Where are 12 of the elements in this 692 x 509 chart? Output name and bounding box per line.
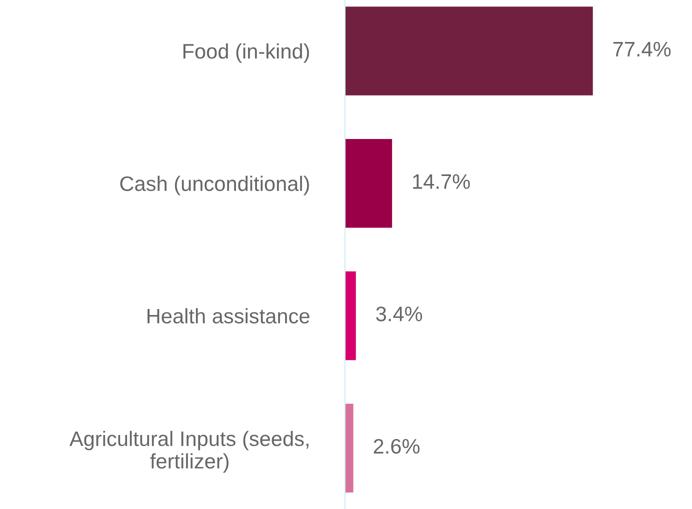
y-tick-label: Health assistance <box>148 308 310 324</box>
y-tick-label: Food (in-kind) <box>183 43 309 63</box>
bar <box>345 139 392 228</box>
data-label: 3.4% <box>376 306 422 322</box>
data-label: 14.7% <box>413 174 470 189</box>
bar <box>345 404 354 492</box>
data-label: 2.6% <box>374 438 420 454</box>
bar <box>345 6 593 96</box>
data-label: 77.4% <box>613 42 671 56</box>
y-tick-label: Agricultural Inputs (seeds, fertilizer) <box>69 430 308 473</box>
bar <box>345 271 356 360</box>
y-tick-label: Cash (unconditional) <box>120 176 309 196</box>
